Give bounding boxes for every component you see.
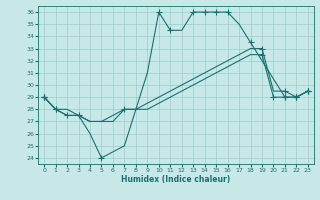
X-axis label: Humidex (Indice chaleur): Humidex (Indice chaleur) (121, 175, 231, 184)
